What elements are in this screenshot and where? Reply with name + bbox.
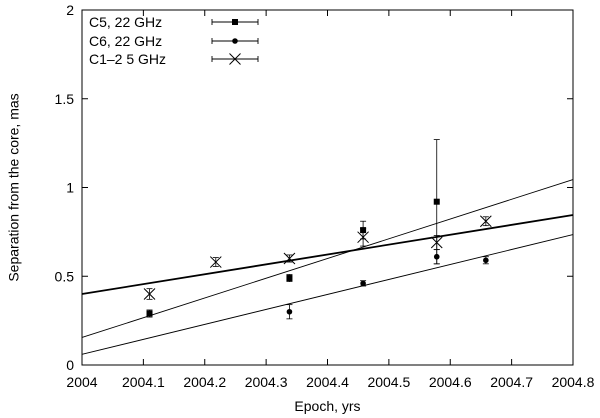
fit-lines (81, 179, 574, 355)
data-point (286, 304, 293, 320)
series-2 (286, 249, 489, 320)
legend: C5, 22 GHz C6, 22 GHz C1–2 5 GHz (89, 14, 259, 67)
cross-marker-b (229, 53, 241, 65)
x-tick-label: 2004.2 (183, 374, 226, 390)
fit-line (81, 234, 574, 355)
data-point (283, 252, 296, 265)
y-tick-label: 0 (66, 357, 74, 373)
fit-line (81, 179, 574, 338)
legend-label: C5, 22 GHz (89, 14, 162, 30)
data-point (209, 256, 222, 268)
x-tick-label: 2004.1 (122, 374, 165, 390)
legend-item: C5, 22 GHz (89, 14, 259, 30)
series-1 (146, 139, 440, 318)
y-tick-label: 0.5 (55, 268, 75, 284)
circle-marker (232, 38, 238, 44)
x-tick-label: 2004.3 (245, 374, 288, 390)
circle-marker (360, 280, 366, 287)
cross-marker-b (283, 252, 296, 265)
data-point (143, 288, 156, 300)
circle-marker (286, 308, 293, 315)
cross-marker-b (479, 215, 492, 228)
legend-item: C6, 22 GHz (89, 33, 259, 49)
data-point (146, 309, 153, 318)
legend-label: C1–2 5 GHz (89, 51, 166, 67)
data-point (360, 280, 367, 287)
square-marker (146, 310, 153, 317)
x-tick-label: 2004 (66, 374, 97, 390)
cross-marker-b (143, 288, 156, 300)
legend-item: C1–2 5 GHz (89, 51, 259, 67)
x-tick-label: 2004.6 (429, 374, 472, 390)
square-marker (232, 19, 238, 25)
x-axis-ticks: 2004 2004.1 2004.2 2004.3 2004.4 2004.5 2004.6… (66, 10, 595, 390)
square-marker (286, 275, 293, 282)
cross-marker-b (209, 256, 222, 268)
series-3 (143, 215, 492, 300)
cross-marker-b (430, 236, 443, 249)
x-tick-label: 2004.5 (367, 374, 410, 390)
cross-marker-b (357, 231, 369, 244)
legend-label: C6, 22 GHz (89, 33, 162, 49)
data-point (433, 249, 440, 265)
y-axis-title: Separation from the core, mas (6, 93, 22, 281)
y-tick-label: 2 (66, 2, 74, 18)
y-tick-label: 1.5 (55, 91, 75, 107)
data-point (357, 227, 369, 247)
x-tick-label: 2004.8 (552, 374, 595, 390)
data-point (286, 274, 293, 282)
square-marker (433, 198, 440, 205)
data-point (430, 235, 443, 251)
y-tick-label: 1 (66, 180, 74, 196)
x-axis-title: Epoch, yrs (294, 398, 360, 414)
data-point (479, 215, 492, 228)
fit-line-bold (81, 214, 574, 295)
circle-marker (483, 257, 489, 264)
data-point (482, 256, 489, 265)
y-axis-ticks: 0 0.5 1 1.5 2 (55, 2, 573, 373)
x-tick-label: 2004.4 (306, 374, 349, 390)
x-tick-label: 2004.7 (490, 374, 533, 390)
data-points (143, 139, 492, 320)
circle-marker (433, 253, 440, 260)
